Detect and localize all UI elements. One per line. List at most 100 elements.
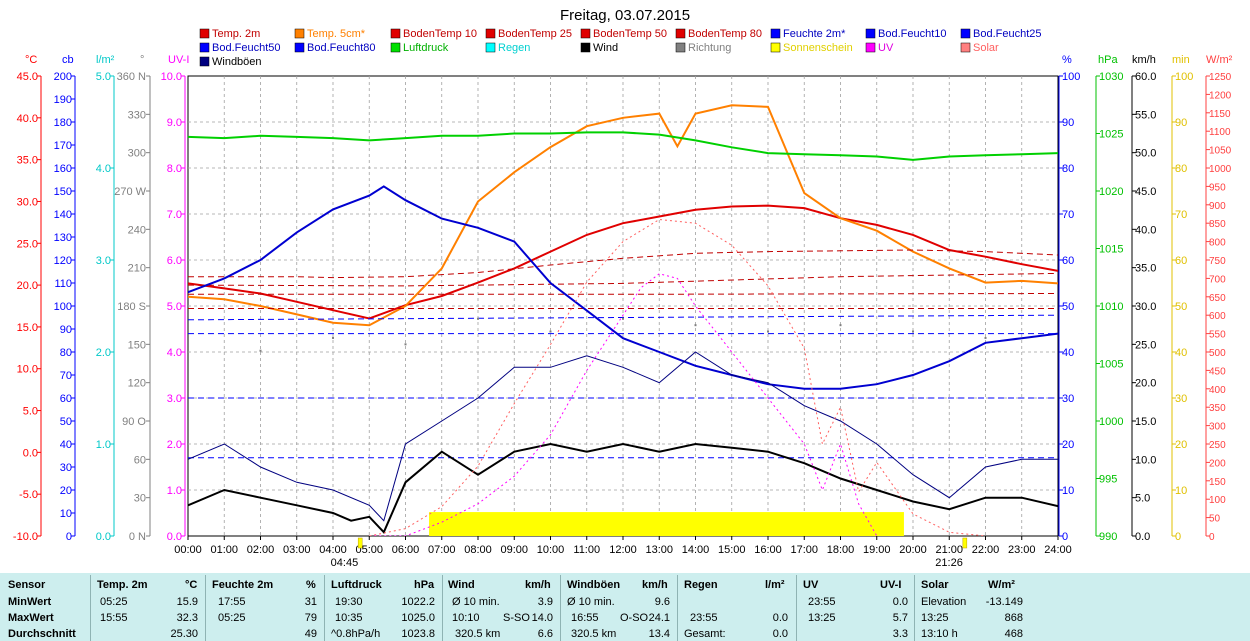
axis-tick-label-sun: 100 (1175, 71, 1193, 83)
direction-point (404, 343, 407, 346)
x-tick-label: 15:00 (718, 544, 746, 556)
legend-label: BodenTemp 25 (498, 28, 572, 40)
press-max: 1025.0 (401, 612, 435, 624)
axis-tick-label-sun: 90 (1175, 117, 1187, 129)
stat-header-sensor: Sensor (8, 579, 46, 591)
axis-tick-label-wind: 50.0 (1135, 148, 1156, 160)
chart-title: Freitag, 03.07.2015 (560, 7, 690, 24)
direction-point (767, 330, 769, 333)
axis-tick-label-cb: 110 (54, 278, 72, 290)
series-line-solar (369, 218, 986, 536)
series-line-feuchte-2m- (188, 185, 1058, 390)
axis-tick-label-hum: 20 (1062, 439, 1074, 451)
legend-label: Temp. 5cm* (307, 28, 366, 40)
x-tick-label: 06:00 (392, 544, 420, 556)
axis-tick-label-cb: 60 (60, 393, 72, 405)
axis-tick-label-sun: 60 (1175, 255, 1187, 267)
axis-tick-label-sun: 20 (1175, 439, 1187, 451)
press-trend: ^0.8hPa/h (331, 628, 381, 640)
axis-tick-label-solar: 100 (1209, 495, 1226, 506)
axis-tick-label-solar: 550 (1209, 330, 1226, 341)
legend-label: BodenTemp 10 (403, 28, 477, 40)
series-line-wind (188, 442, 1058, 534)
axis-tick-label-temp: 20.0 (17, 280, 38, 292)
legend-swatch (294, 42, 305, 53)
axis-tick-label-solar: 400 (1209, 385, 1226, 396)
axis-tick-label-temp: 10.0 (17, 364, 38, 376)
axis-tick-label-solar: 1250 (1209, 72, 1232, 83)
legend-label: Sonnenschein (783, 42, 853, 54)
legend-swatch (580, 42, 591, 53)
rain-total: 0.0 (772, 628, 788, 640)
series-line-temp-2m (188, 204, 1058, 320)
axis-tick-label-uv: 0.0 (167, 531, 182, 543)
temp-max: 32.3 (176, 612, 198, 624)
axis-tick-label-rain: 4.0 (96, 163, 111, 175)
wind-min: 3.9 (537, 596, 553, 608)
axis-tick-label-temp: -5.0 (19, 489, 38, 501)
sunshine-bar (429, 512, 904, 536)
axis-tick-label-solar: 500 (1209, 348, 1226, 359)
axis-tick-label-cb: 80 (60, 347, 72, 359)
axis-tick-label-wind: 25.0 (1135, 339, 1156, 351)
legend-label: Bod.Feucht25 (973, 28, 1042, 40)
legend-label: UV (878, 42, 894, 54)
legend-label: Wind (593, 42, 618, 54)
gust-max: 24.1 (648, 612, 670, 624)
gust-min: 9.6 (654, 596, 670, 608)
axis-tick-label-solar: 250 (1209, 440, 1226, 451)
solar-max: 868 (1004, 612, 1023, 624)
x-tick-label: 17:00 (790, 544, 818, 556)
stat-divider (914, 575, 915, 641)
legend-label: Bod.Feucht50 (212, 42, 281, 54)
axis-tick-label-solar: 700 (1209, 274, 1226, 285)
uv-max: 5.7 (892, 612, 908, 624)
hum-min-time: 17:55 (218, 596, 246, 608)
legend-swatch (485, 42, 496, 53)
axis-tick-label-solar: 950 (1209, 182, 1226, 193)
series-line-luftdruck (188, 131, 1058, 161)
axis-tick-label-uv: 2.0 (167, 439, 182, 451)
axis-tick-label-uv: 5.0 (167, 301, 182, 313)
axis-tick-label-cb: 0 (66, 531, 72, 543)
axis-tick-label-wind: 15.0 (1135, 416, 1156, 428)
axis-tick-label-press: 1000 (1099, 416, 1123, 428)
axis-tick-label-rain: 0.0 (96, 531, 111, 543)
axis-tick-label-dir: 60 (134, 454, 146, 466)
axis-unit-cb: cb (62, 54, 74, 66)
axis-unit-press: hPa (1098, 54, 1118, 66)
sunset-label: 21:26 (935, 557, 963, 569)
axis-tick-label-wind: 35.0 (1135, 263, 1156, 275)
axis-tick-label-dir: 180 S (117, 301, 146, 313)
axis-tick-label-uv: 9.0 (167, 117, 182, 129)
axis-tick-label-solar: 50 (1209, 514, 1221, 525)
axis-tick-label-hum: 50 (1062, 301, 1074, 313)
direction-point (259, 349, 262, 352)
temp-min-time: 05:25 (100, 596, 128, 608)
axis-tick-label-cb: 40 (60, 439, 72, 451)
stat-row-avg: Durchschnitt (8, 628, 76, 640)
x-tick-label: 01:00 (210, 544, 238, 556)
axis-tick-label-dir: 120 (128, 378, 146, 390)
solar-avg: 468 (1004, 628, 1023, 640)
axis-tick-label-dir: 30 (134, 493, 146, 505)
axis-tick-label-cb: 140 (54, 209, 72, 221)
series-line-bodentemp-50 (188, 293, 1058, 295)
stat-header-solar-unit: W/m² (988, 579, 1015, 591)
stat-header-rain-unit: l/m² (765, 579, 785, 591)
axis-unit-uv: UV-I (168, 54, 189, 66)
solar-duration: 13:10 h (921, 628, 958, 640)
axis-tick-label-solar: 1150 (1209, 109, 1231, 120)
axis-tick-label-cb: 160 (54, 163, 72, 175)
axis-tick-label-uv: 10.0 (161, 71, 182, 83)
x-tick-label: 16:00 (754, 544, 782, 556)
x-tick-label: 09:00 (500, 544, 528, 556)
axis-tick-label-press: 1015 (1099, 244, 1123, 256)
x-tick-label: 22:00 (972, 544, 1000, 556)
axis-tick-label-press: 1005 (1099, 359, 1123, 371)
legend-swatch (199, 28, 210, 39)
axis-tick-label-wind: 55.0 (1135, 109, 1156, 121)
x-tick-label: 14:00 (682, 544, 710, 556)
direction-point (984, 336, 987, 339)
axis-tick-label-rain: 2.0 (96, 347, 111, 359)
